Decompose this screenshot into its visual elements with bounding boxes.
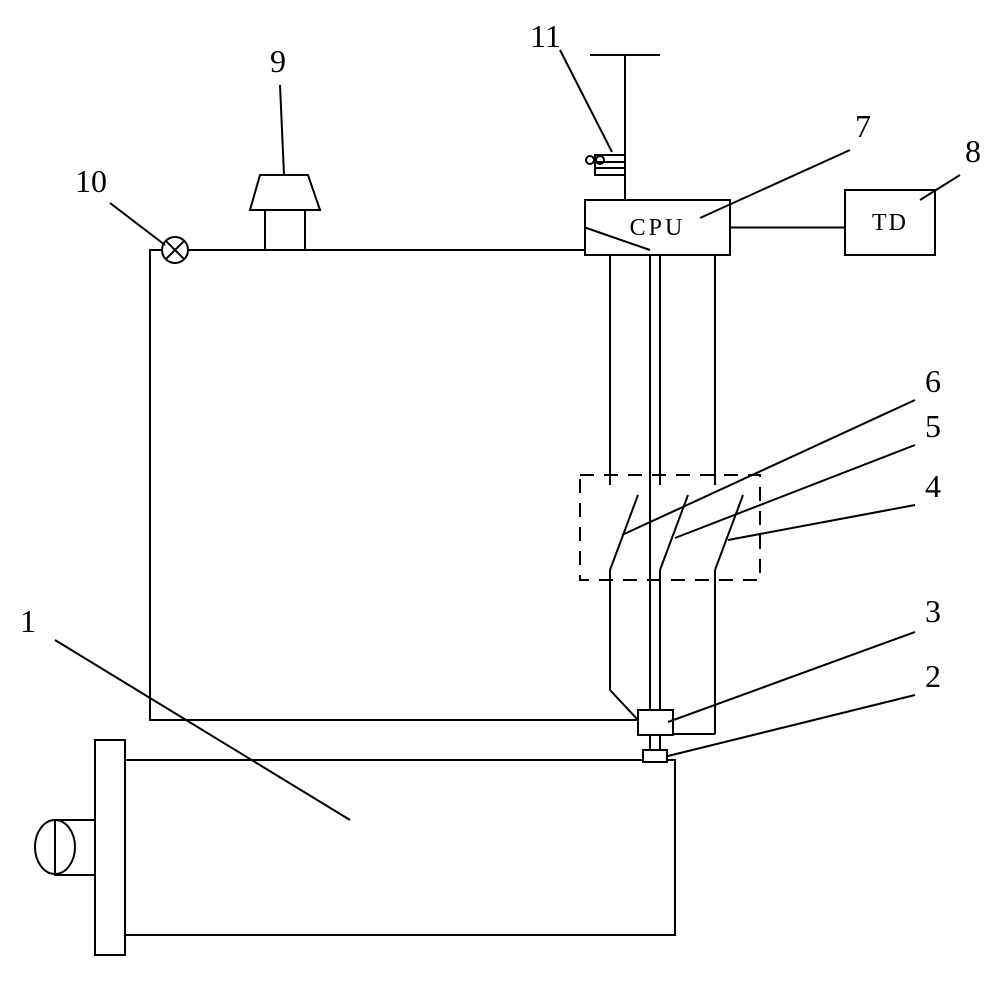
antenna-base — [595, 155, 625, 175]
diagram-root: CPU TD 1 2 3 4 5 6 7 8 9 10 11 — [0, 0, 1000, 995]
callout-5-label: 5 — [925, 408, 941, 445]
callout-10-label: 10 — [75, 163, 107, 200]
callout-5-line — [675, 445, 915, 538]
wire-sw-left-into — [610, 690, 638, 720]
callout-8-label: 8 — [965, 133, 981, 170]
switches — [610, 485, 743, 570]
motor-body — [125, 760, 675, 935]
horn-cone — [250, 175, 320, 210]
callout-7-line — [700, 150, 850, 218]
callout-6-label: 6 — [925, 363, 941, 400]
callout-8-line — [920, 175, 960, 200]
cpu-label: CPU — [630, 215, 686, 241]
callout-3-line — [668, 632, 915, 722]
sensor-box — [638, 710, 673, 735]
callout-2-line — [668, 695, 915, 756]
plug-cap — [643, 750, 667, 762]
callout-4-line — [728, 505, 915, 540]
switch-right-arm — [715, 495, 743, 570]
plug-stem — [650, 735, 660, 750]
diagram-svg: CPU TD — [0, 0, 1000, 995]
callout-1-label: 1 — [20, 603, 36, 640]
callout-lines — [55, 50, 960, 820]
callout-3-label: 3 — [925, 593, 941, 630]
callout-11-label: 11 — [530, 18, 561, 55]
switch-box — [580, 475, 760, 580]
callout-10-line — [110, 203, 165, 245]
callout-11-line — [560, 50, 612, 152]
horn-neck — [265, 210, 305, 250]
callout-2-label: 2 — [925, 658, 941, 695]
switch-left-arm — [610, 495, 638, 570]
big-enclosure — [150, 250, 650, 720]
td-label: TD — [872, 210, 908, 236]
callout-9-line — [280, 85, 284, 175]
callout-9-label: 9 — [270, 43, 286, 80]
callout-4-label: 4 — [925, 468, 941, 505]
callout-1-line — [55, 640, 350, 820]
wires — [585, 228, 845, 735]
callout-6-line — [622, 400, 915, 535]
callout-7-label: 7 — [855, 108, 871, 145]
motor-flange — [95, 740, 125, 955]
